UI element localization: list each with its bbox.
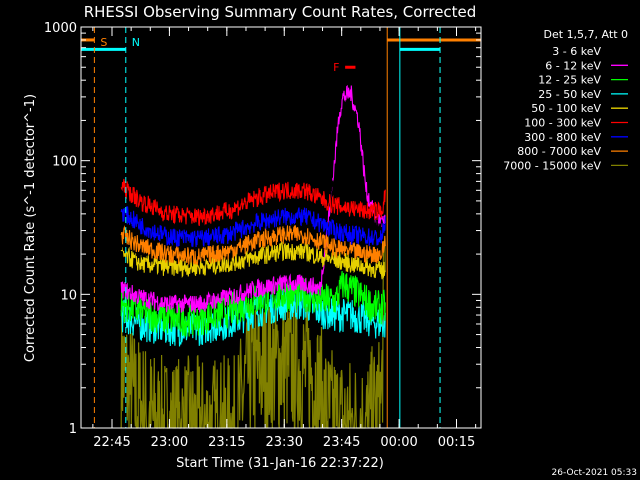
legend-label: 100 - 300 keV xyxy=(524,117,601,130)
marker-label-s: S xyxy=(100,36,107,49)
plot-frame xyxy=(80,26,482,429)
x-tick-label: 23:45 xyxy=(323,435,360,450)
series-line-6-12 xyxy=(120,84,386,313)
chart-title: RHESSI Observing Summary Count Rates, Co… xyxy=(84,3,477,21)
x-tick-label: 23:15 xyxy=(208,435,245,450)
series-line-50-100 xyxy=(120,241,386,280)
y-axis-label: Corrected Count Rate (s^-1 detector^-1) xyxy=(23,94,38,362)
flare-marker-label: F xyxy=(333,61,339,74)
x-tick-label: 22:45 xyxy=(93,435,130,450)
legend-label: 3 - 6 keV xyxy=(552,45,601,58)
legend-label: 25 - 50 keV xyxy=(538,88,601,101)
legend-label: 300 - 800 keV xyxy=(524,131,601,144)
legend-label: 6 - 12 keV xyxy=(545,59,601,72)
legend-label: 800 - 7000 keV xyxy=(517,145,601,158)
x-axis-label: Start Time (31-Jan-16 22:37:22) xyxy=(176,456,384,471)
plot-area: S N F xyxy=(81,27,481,430)
legend-header: Det 1,5,7, Att 0 xyxy=(544,28,628,41)
timestamp: 26-Oct-2021 05:33 xyxy=(552,468,637,478)
legend-label: 50 - 100 keV xyxy=(531,102,601,115)
legend-label: 12 - 25 keV xyxy=(538,74,601,87)
series-line-7000-15000 xyxy=(120,239,386,430)
x-tick-label: 23:00 xyxy=(151,435,188,450)
axes: 1 10 100 1000 22:45 23:00 23:15 23:30 23:45 00:00… xyxy=(44,21,482,450)
y-tick-label: 1 xyxy=(69,422,77,437)
x-tick-label: 00:00 xyxy=(380,435,417,450)
x-tick-label: 00:15 xyxy=(438,435,475,450)
legend-label: 7000 - 15000 keV xyxy=(503,159,601,172)
x-tick-label: 23:30 xyxy=(266,435,303,450)
series-line-800-7000 xyxy=(120,224,386,266)
marker-label-n: N xyxy=(132,36,140,49)
series-line-100-300 xyxy=(120,178,386,227)
series-line-300-800 xyxy=(120,206,386,248)
series-line-12-25 xyxy=(120,270,386,337)
y-tick-label: 100 xyxy=(52,155,77,170)
y-tick-label: 10 xyxy=(60,288,77,303)
y-tick-label: 1000 xyxy=(44,21,77,36)
